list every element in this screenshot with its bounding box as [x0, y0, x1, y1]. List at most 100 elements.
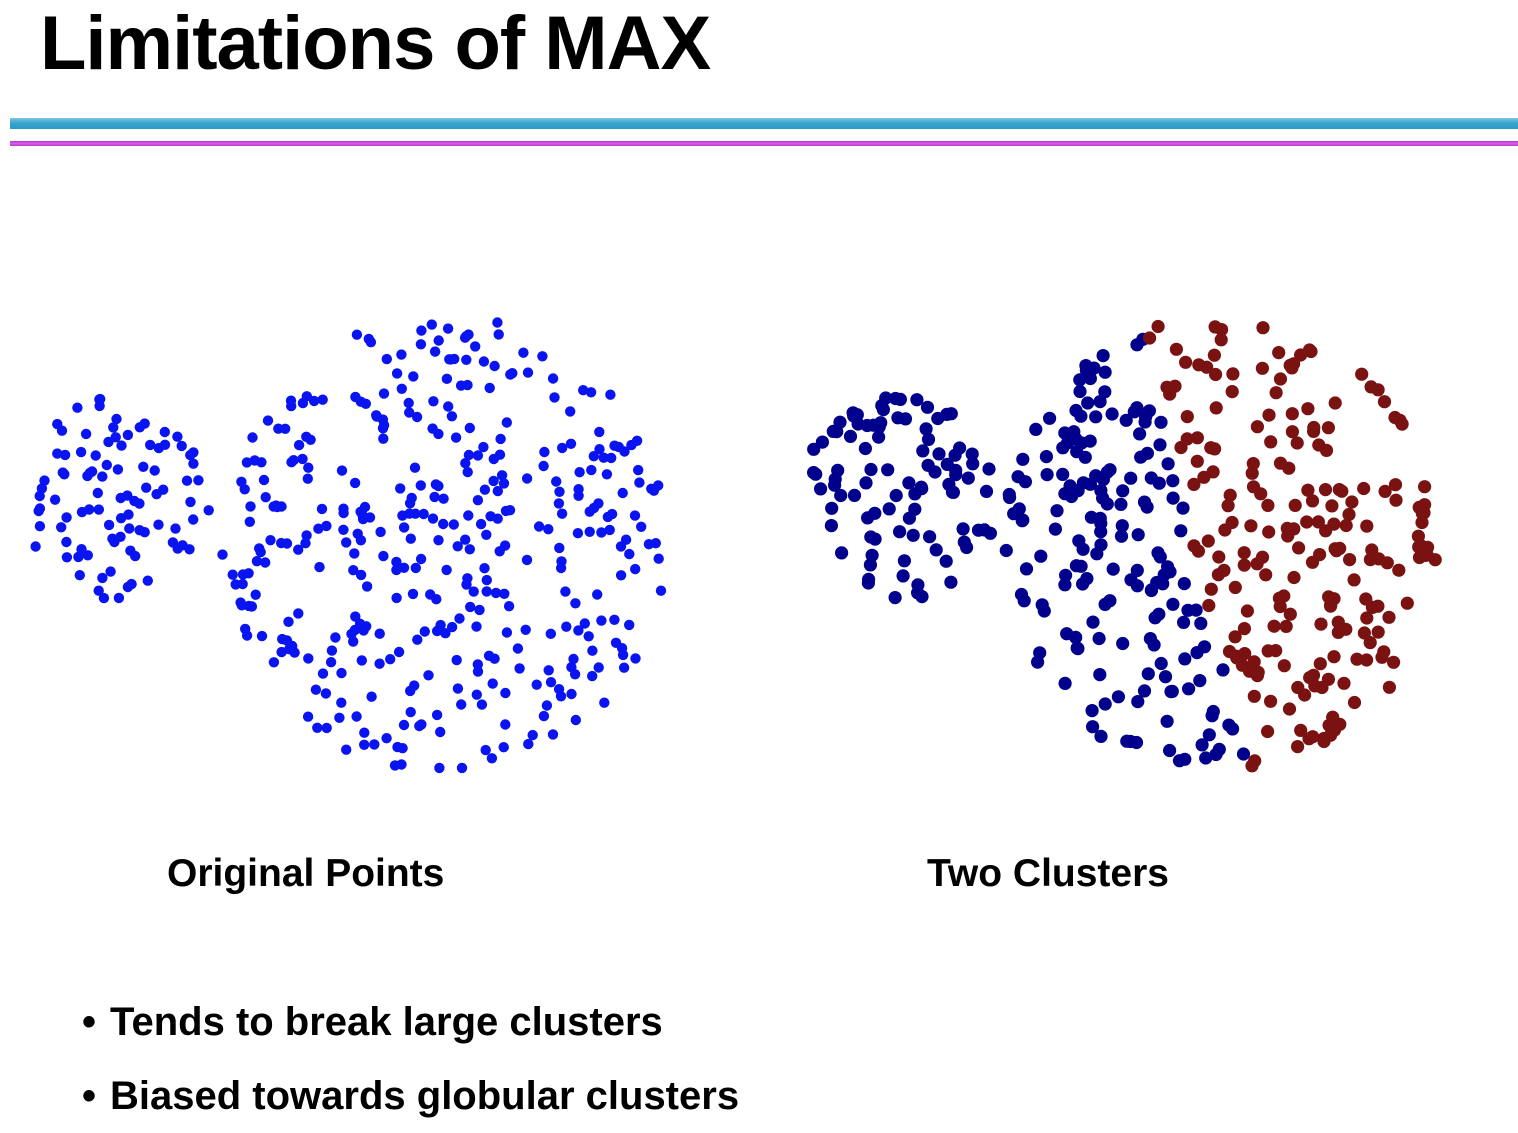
data-point: [101, 459, 113, 471]
data-point: [876, 403, 890, 417]
data-point: [405, 706, 416, 718]
data-point: [1204, 441, 1218, 455]
data-point: [1202, 598, 1216, 613]
data-point: [188, 447, 199, 458]
data-point: [350, 611, 361, 622]
data-point: [341, 744, 352, 755]
data-point: [1016, 452, 1030, 466]
data-point: [428, 396, 439, 407]
data-point: [442, 323, 454, 334]
data-point: [1069, 403, 1083, 418]
data-point: [979, 484, 994, 498]
data-point: [321, 520, 332, 532]
data-point: [30, 541, 41, 552]
data-point: [170, 523, 181, 534]
data-point: [965, 447, 979, 461]
data-point: [1382, 680, 1396, 694]
data-point: [499, 588, 510, 599]
data-point: [1016, 513, 1030, 527]
data-point: [1285, 425, 1299, 439]
data-point: [556, 556, 567, 567]
data-point: [410, 508, 421, 519]
data-point: [1093, 395, 1107, 409]
data-point: [1192, 358, 1206, 372]
data-point: [57, 467, 68, 478]
data-point: [966, 457, 980, 471]
data-point: [982, 462, 996, 476]
data-point: [920, 400, 935, 414]
two-clusters-caption: Two Clusters: [927, 852, 1169, 895]
data-point: [302, 711, 314, 722]
bullet-dot-icon: •: [82, 1074, 97, 1118]
data-point: [49, 494, 61, 505]
data-point: [650, 538, 661, 549]
data-point: [334, 712, 345, 723]
data-point: [433, 535, 444, 546]
data-point: [474, 604, 485, 616]
data-point: [403, 397, 414, 409]
data-point: [1163, 565, 1177, 579]
data-point: [596, 527, 607, 538]
data-point: [256, 457, 267, 468]
data-point: [573, 625, 584, 636]
data-point: [443, 401, 454, 412]
data-point: [487, 678, 498, 689]
data-point: [896, 569, 910, 583]
data-point: [617, 487, 628, 499]
data-point: [1037, 604, 1051, 618]
data-point: [1337, 676, 1351, 690]
data-point: [835, 546, 849, 560]
data-point: [610, 637, 622, 648]
data-point: [441, 373, 453, 384]
data-point: [1245, 466, 1259, 480]
data-point: [1301, 402, 1315, 416]
data-point: [538, 710, 550, 722]
data-point: [1345, 495, 1359, 509]
data-point: [1093, 511, 1107, 525]
data-point: [1070, 641, 1084, 655]
data-point: [116, 440, 127, 451]
data-point: [176, 440, 187, 452]
data-point: [415, 553, 427, 565]
data-point: [999, 543, 1013, 558]
data-point: [1229, 649, 1243, 663]
data-point: [1226, 367, 1240, 381]
data-point: [300, 538, 311, 549]
data-point: [405, 533, 416, 544]
data-point: [415, 339, 427, 350]
data-point: [500, 687, 511, 699]
data-point: [97, 572, 108, 584]
data-point: [490, 587, 502, 599]
data-point: [1256, 321, 1270, 335]
data-point: [1120, 734, 1134, 748]
data-point: [429, 346, 441, 357]
data-point: [456, 699, 467, 710]
data-point: [39, 475, 50, 486]
data-point: [1287, 570, 1301, 585]
data-point: [325, 657, 337, 668]
data-point: [464, 544, 475, 555]
data-point: [1269, 644, 1283, 658]
data-point: [1166, 474, 1180, 488]
data-point: [574, 467, 585, 478]
data-point: [807, 442, 821, 456]
data-point: [624, 548, 635, 560]
data-point: [105, 566, 116, 577]
data-point: [1207, 348, 1221, 362]
data-point: [317, 668, 329, 679]
data-point: [1292, 541, 1306, 555]
data-point: [561, 621, 572, 632]
data-point: [1223, 488, 1237, 502]
data-point: [1327, 517, 1341, 531]
data-point: [1343, 553, 1357, 567]
data-point: [185, 496, 196, 508]
data-point: [858, 441, 872, 456]
data-point: [243, 568, 254, 579]
data-point: [293, 439, 305, 451]
data-point: [489, 360, 500, 372]
data-point: [301, 391, 312, 402]
data-point: [463, 449, 475, 461]
data-point: [587, 645, 598, 656]
data-point: [815, 435, 829, 449]
data-point: [441, 564, 452, 576]
